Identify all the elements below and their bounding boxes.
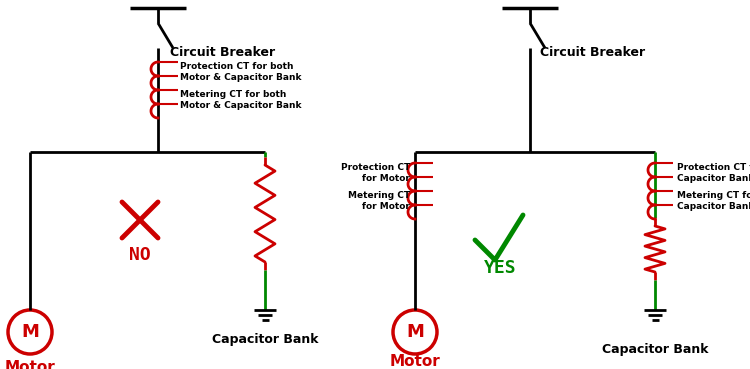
Text: NO: NO (129, 246, 151, 264)
Text: Motor: Motor (390, 355, 440, 369)
Text: Circuit Breaker: Circuit Breaker (540, 45, 645, 59)
Text: M: M (21, 323, 39, 341)
Text: Circuit Breaker: Circuit Breaker (170, 45, 275, 59)
Text: YES: YES (484, 259, 516, 277)
Text: Metering CT for both
Motor & Capacitor Bank: Metering CT for both Motor & Capacitor B… (180, 90, 302, 110)
Text: Protection CT for both
Motor & Capacitor Bank: Protection CT for both Motor & Capacitor… (180, 62, 302, 82)
Text: Metering CT
for Motor: Metering CT for Motor (348, 191, 410, 211)
Text: Metering CT for
Capacitor Bank: Metering CT for Capacitor Bank (677, 191, 750, 211)
Text: Protection CT for
Capacitor Bank: Protection CT for Capacitor Bank (677, 163, 750, 183)
Text: Protection CT
for Motor: Protection CT for Motor (340, 163, 410, 183)
Text: M: M (406, 323, 424, 341)
Text: Capacitor Bank: Capacitor Bank (602, 344, 708, 356)
Text: Motor: Motor (4, 361, 55, 369)
Text: Capacitor Bank: Capacitor Bank (211, 334, 318, 346)
